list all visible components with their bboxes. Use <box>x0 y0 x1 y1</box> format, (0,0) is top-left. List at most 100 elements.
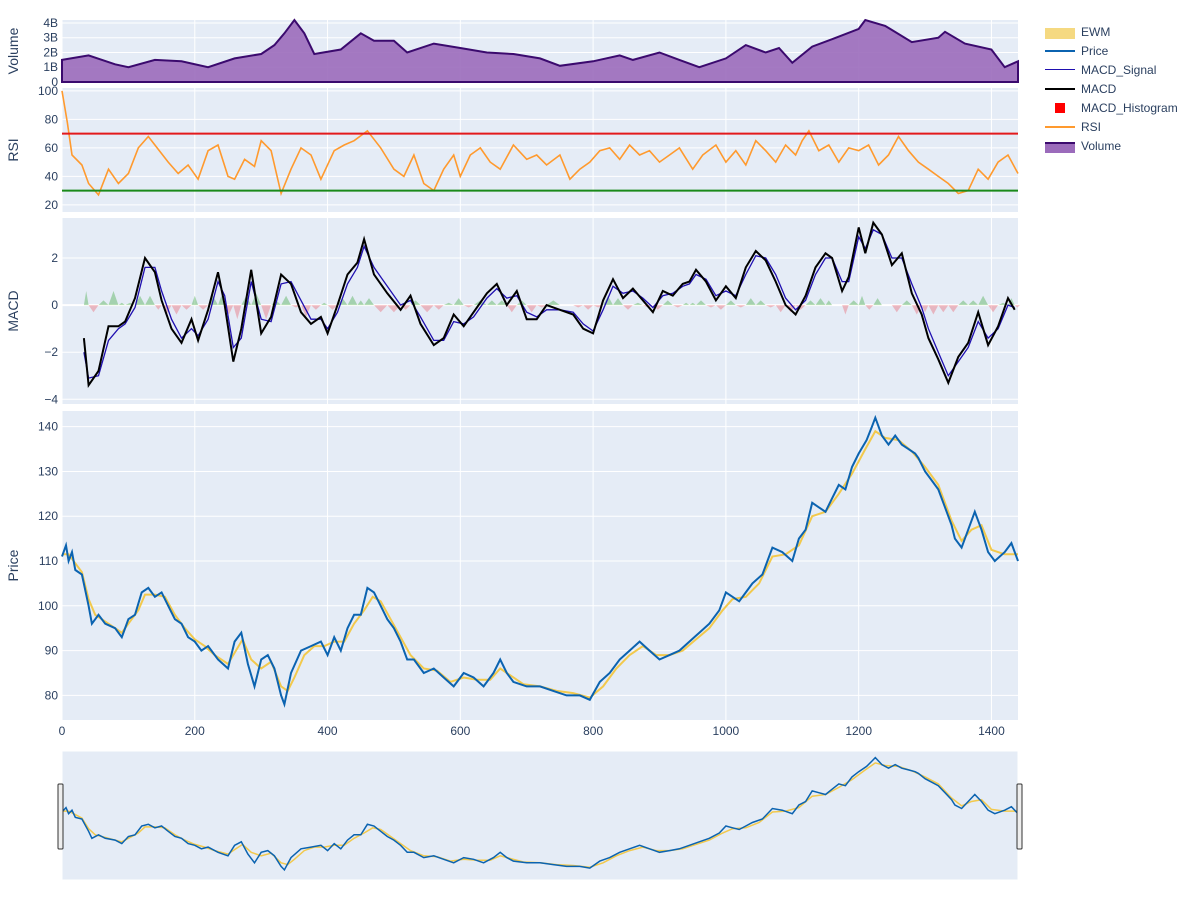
volume-y-tick-label: 4B <box>43 16 58 30</box>
price-y-tick-label: 110 <box>39 554 58 568</box>
price-axis-label: Price <box>5 549 21 581</box>
legend-label: Price <box>1081 43 1109 58</box>
macd-histogram-bar <box>443 302 454 306</box>
legend-label: RSI <box>1081 119 1102 134</box>
legend-label: MACD <box>1081 81 1117 96</box>
macd-histogram-bar <box>795 305 806 310</box>
volume-axis-label: Volume <box>5 27 21 74</box>
macd-histogram-bar <box>848 300 859 306</box>
range-slider-right-handle[interactable] <box>1016 783 1023 850</box>
macd-histogram-bar <box>218 295 225 306</box>
macd-histogram-bar <box>873 298 882 306</box>
macd-histogram-bar <box>88 305 99 313</box>
legend-label: EWM <box>1081 24 1111 39</box>
volume-y-tick-label: 0 <box>51 75 58 89</box>
legend-label: Volume <box>1081 138 1122 153</box>
price-plot-area <box>62 411 1018 720</box>
macd-y-tick-label: −2 <box>44 345 58 359</box>
macd-histogram-bar <box>968 300 979 306</box>
macd-histogram-bar <box>546 300 560 306</box>
macd-histogram-bar <box>662 300 673 306</box>
macd-histogram-bar <box>261 305 272 320</box>
macd-histogram-bar <box>938 305 949 313</box>
macd-histogram-bar <box>745 298 756 306</box>
rsi-axis-label: RSI <box>5 138 21 161</box>
macd-histogram-bar <box>135 295 145 306</box>
macd-histogram-bar <box>865 305 874 310</box>
x-tick-label: 1000 <box>713 724 740 738</box>
macd-histogram-bar <box>118 302 126 306</box>
price-y-tick-label: 140 <box>38 420 58 434</box>
macd-y-tick-label: −4 <box>44 392 58 406</box>
macd-histogram-bar <box>725 300 736 306</box>
macd-y-tick-label: 2 <box>51 251 58 265</box>
macd-histogram-bar <box>347 295 358 306</box>
macd-histogram-bar <box>775 305 786 313</box>
macd-histogram-bar <box>978 295 989 306</box>
macd-histogram-bar <box>706 305 716 308</box>
macd-histogram-bar <box>696 300 706 306</box>
macd-histogram-bar <box>1008 298 1015 306</box>
macd-histogram-bar <box>825 300 833 306</box>
macd-histogram-bar <box>171 305 182 315</box>
volume-y-tick-label: 1B <box>43 60 58 74</box>
macd-histogram-bar <box>357 300 365 306</box>
legend-item-ewm[interactable]: EWM <box>1045 22 1178 41</box>
macd-histogram-bar <box>805 300 816 306</box>
macd-histogram-bar <box>496 300 507 306</box>
macd-histogram-bar <box>891 305 902 313</box>
rsi-plot-area <box>62 88 1018 212</box>
legend-item-volume[interactable]: Volume <box>1045 136 1178 155</box>
macd-histogram-bar <box>755 300 766 306</box>
price-y-tick-label: 90 <box>45 644 59 658</box>
x-tick-label: 800 <box>583 724 603 738</box>
macd-histogram-bar <box>181 305 192 310</box>
macd-histogram-bar <box>689 302 696 306</box>
range-slider-left-handle[interactable] <box>57 783 64 850</box>
legend-item-macd_hist[interactable]: MACD_Histogram <box>1045 98 1178 117</box>
price-y-tick-label: 120 <box>38 509 58 523</box>
rsi-y-tick-label: 40 <box>45 169 59 183</box>
price-line <box>61 414 1019 708</box>
macd-histogram-bar <box>988 305 999 313</box>
rsi-line <box>61 90 1019 197</box>
legend-item-rsi[interactable]: RSI <box>1045 117 1178 136</box>
macd-histogram-bar <box>901 300 912 306</box>
macd-histogram-bar <box>583 305 594 310</box>
macd-histogram-bar <box>842 305 849 315</box>
legend: EWM Price MACD_Signal MACD MACD_Histogram RSI… <box>1045 22 1178 155</box>
macd-histogram-bar <box>573 305 584 308</box>
x-tick-label: 400 <box>318 724 338 738</box>
macd-histogram-bar <box>327 305 338 310</box>
macd-histogram-bar <box>83 291 89 306</box>
line-swatch-icon <box>1045 120 1075 134</box>
x-tick-label: 200 <box>185 724 205 738</box>
macd-histogram-bar <box>536 305 547 308</box>
legend-item-macd[interactable]: MACD <box>1045 79 1178 98</box>
legend-item-price[interactable]: Price <box>1045 41 1178 60</box>
macd-histogram-bar <box>715 305 726 310</box>
price-y-tick-label: 130 <box>38 464 58 478</box>
square-swatch-icon <box>1045 101 1075 115</box>
price-y-tick-label: 80 <box>45 688 59 702</box>
area-swatch-icon <box>1045 25 1075 39</box>
legend-item-macd_signal[interactable]: MACD_Signal <box>1045 60 1178 79</box>
macd-histogram-bar <box>364 298 374 306</box>
volume-y-tick-label: 2B <box>43 45 58 59</box>
line-swatch-icon <box>1045 82 1075 96</box>
macd-histogram-bar <box>928 305 939 315</box>
macd-histogram-bar <box>198 305 209 310</box>
macd-histogram-bar <box>191 295 199 306</box>
macd-histogram-bar <box>374 305 388 313</box>
area-swatch-icon <box>1045 139 1075 153</box>
legend-label: MACD_Histogram <box>1081 100 1178 115</box>
macd-histogram-bar <box>735 305 746 308</box>
macd-histogram-bar <box>463 305 474 308</box>
macd-histogram-bar <box>632 302 643 306</box>
macd-histogram-bar <box>98 300 109 306</box>
rsi-y-tick-label: 100 <box>38 84 58 98</box>
legend-label: MACD_Signal <box>1081 62 1157 77</box>
macd-histogram-bar <box>672 305 683 308</box>
macd-y-tick-label: 0 <box>51 298 58 312</box>
